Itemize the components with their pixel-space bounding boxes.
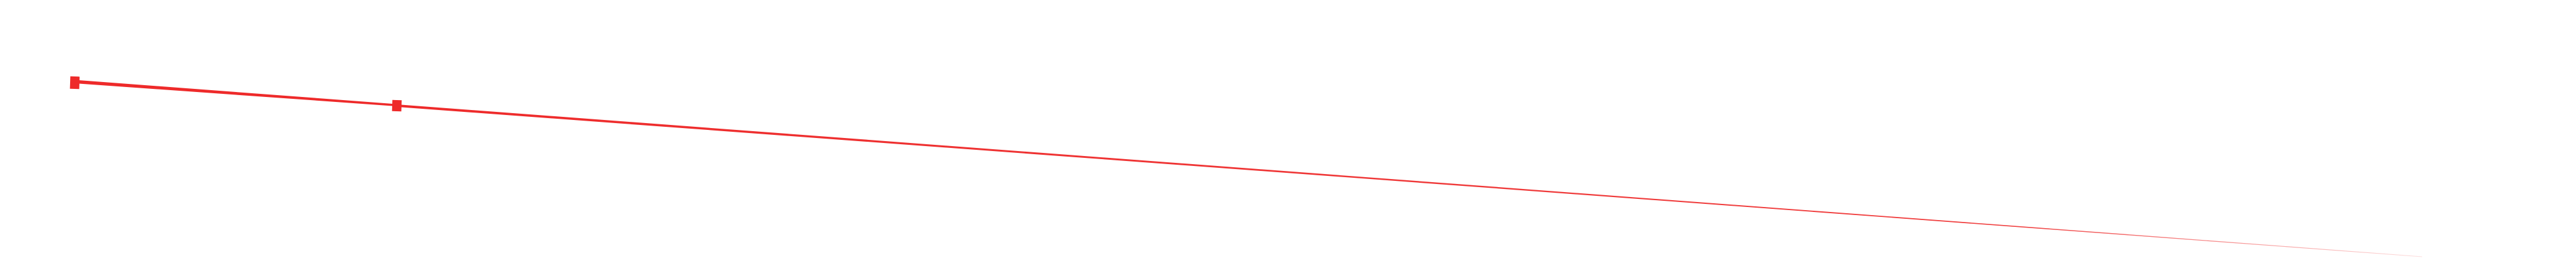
stroke-segment-2 — [397, 104, 2422, 257]
stroke-segment-1 — [74, 80, 397, 106]
square-marker-1[interactable] — [70, 76, 80, 90]
square-marker-2[interactable] — [392, 99, 402, 112]
